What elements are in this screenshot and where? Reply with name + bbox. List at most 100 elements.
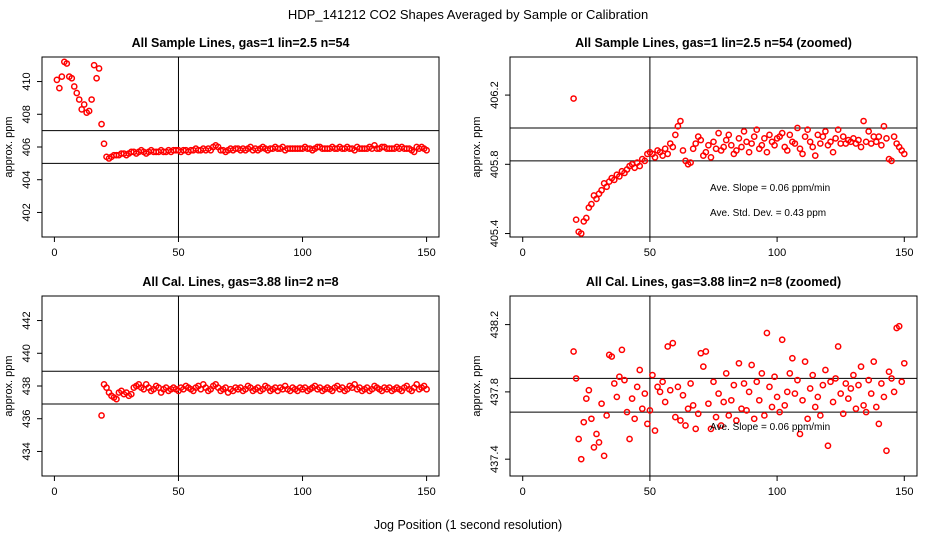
y-axis-label: approx. ppm xyxy=(3,355,15,416)
data-point xyxy=(870,358,878,365)
panel-title: All Cal. Lines, gas=3.88 lin=2 n=8 (zoom… xyxy=(586,275,841,289)
data-point xyxy=(671,131,679,139)
y-axis-label: approx. ppm xyxy=(471,116,483,177)
data-point xyxy=(85,107,93,115)
data-point xyxy=(616,173,623,180)
data-point xyxy=(582,395,590,402)
data-point xyxy=(750,415,758,423)
data-point xyxy=(875,133,883,140)
data-point xyxy=(811,152,819,160)
data-point xyxy=(113,395,120,403)
data-point xyxy=(725,412,733,419)
data-point xyxy=(872,138,880,146)
data-point xyxy=(671,413,679,421)
data-point xyxy=(613,393,621,401)
data-points xyxy=(570,322,908,463)
y-tick-label: 436 xyxy=(21,410,33,428)
reference-lines xyxy=(510,57,917,237)
data-point xyxy=(720,398,728,406)
data-point xyxy=(58,73,66,80)
data-point xyxy=(582,214,590,222)
data-point xyxy=(717,422,725,429)
y-tick-label: 442 xyxy=(21,311,33,329)
data-point xyxy=(618,346,626,354)
data-point xyxy=(758,370,766,377)
plot-frame xyxy=(509,56,918,238)
data-point xyxy=(847,385,855,392)
data-point xyxy=(816,412,824,419)
data-point xyxy=(804,415,811,423)
data-point xyxy=(580,418,588,426)
data-point xyxy=(743,407,750,414)
data-point xyxy=(674,383,682,391)
data-point xyxy=(725,131,733,139)
data-point xyxy=(730,381,738,389)
data-point xyxy=(705,141,712,149)
data-point xyxy=(880,122,888,130)
data-point xyxy=(857,363,865,371)
data-point xyxy=(791,390,799,397)
data-point xyxy=(778,336,786,344)
x-tick-label: 50 xyxy=(644,486,656,498)
data-point xyxy=(710,378,717,386)
data-point xyxy=(888,375,895,382)
data-point xyxy=(771,141,778,149)
data-point xyxy=(766,383,773,391)
data-point xyxy=(829,148,837,156)
data-point xyxy=(832,375,839,382)
chart-panel-1: All Sample Lines, gas=1 lin=2.5 n=54 0 50 1… xyxy=(3,36,440,259)
data-point xyxy=(669,339,677,347)
data-point xyxy=(801,133,809,140)
data-point xyxy=(862,408,870,416)
data-point xyxy=(93,74,100,82)
data-point xyxy=(745,148,753,156)
data-point xyxy=(811,403,819,411)
data-point xyxy=(837,390,845,397)
data-point xyxy=(603,412,611,419)
data-point xyxy=(875,420,883,428)
data-point xyxy=(593,195,600,203)
data-point xyxy=(689,145,697,153)
data-point xyxy=(796,145,804,153)
data-point xyxy=(860,401,867,409)
data-point xyxy=(646,407,654,414)
data-point xyxy=(53,76,61,84)
x-tick-label: 100 xyxy=(768,247,786,259)
data-point xyxy=(669,143,677,151)
data-point xyxy=(878,141,885,149)
data-point xyxy=(829,398,837,406)
data-point xyxy=(577,230,585,237)
data-point xyxy=(588,200,595,208)
data-point xyxy=(593,430,600,438)
x-tick-label: 0 xyxy=(51,486,57,498)
data-point xyxy=(603,183,611,191)
data-point xyxy=(819,133,827,140)
data-point xyxy=(570,95,577,102)
data-point xyxy=(633,383,641,391)
data-point xyxy=(735,134,743,142)
data-point xyxy=(70,83,78,90)
data-point xyxy=(679,391,687,399)
x-tick-label: 150 xyxy=(895,486,913,498)
data-point xyxy=(753,378,761,386)
data-point xyxy=(628,395,636,402)
data-point xyxy=(867,390,875,397)
y-tick-label: 438 xyxy=(21,377,33,395)
annotation-text: Ave. Slope = 0.06 ppm/min xyxy=(710,422,830,433)
data-point xyxy=(806,385,814,392)
data-point xyxy=(890,133,898,140)
data-point xyxy=(588,415,595,423)
data-point xyxy=(572,375,580,382)
data-point xyxy=(766,131,773,139)
data-point xyxy=(900,150,908,158)
x-tick-label: 100 xyxy=(293,486,311,498)
data-point xyxy=(824,442,832,450)
data-point xyxy=(63,60,71,67)
data-point xyxy=(898,378,906,386)
panel-title: All Sample Lines, gas=1 lin=2.5 n=54 (zo… xyxy=(575,36,852,50)
x-tick-label: 50 xyxy=(644,247,656,259)
data-point xyxy=(773,393,781,401)
data-point xyxy=(626,435,633,443)
y-tick-label: 408 xyxy=(21,105,33,123)
